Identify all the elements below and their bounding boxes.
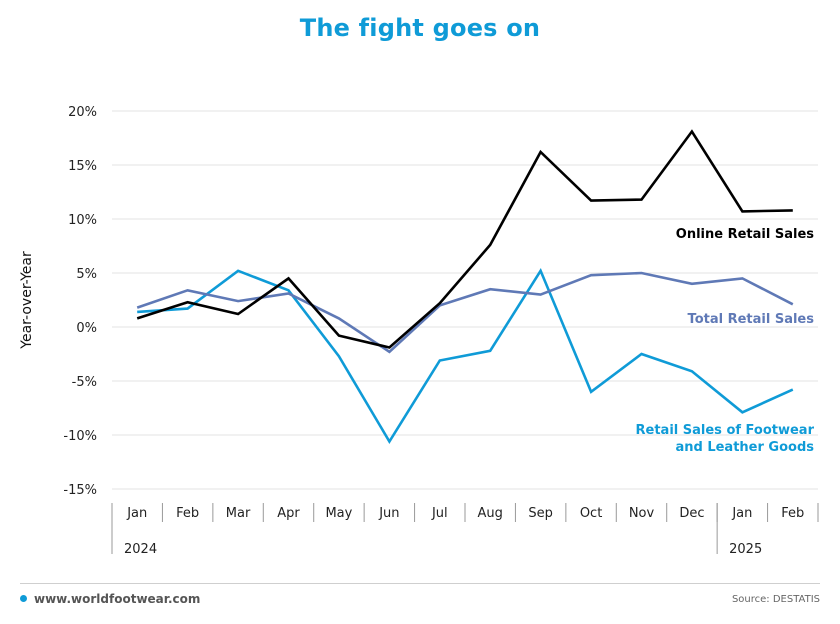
series-labels: Online Retail Sales Total Retail Sales Ret… [636, 227, 815, 455]
x-tick-label: Aug [478, 506, 503, 521]
year-label: 2025 [729, 542, 762, 557]
series-label: Retail Sales of Footwear [636, 423, 815, 438]
y-tick-label: -15% [63, 483, 97, 498]
footer-divider [20, 583, 820, 584]
x-tick-label: Apr [277, 506, 300, 521]
series-line [136, 271, 794, 354]
year-label: 2024 [124, 542, 157, 557]
series-line [136, 129, 793, 349]
series-label: and Leather Goods [675, 440, 814, 455]
series-label: Online Retail Sales [676, 227, 814, 242]
gridlines [112, 110, 818, 490]
x-tick-label: May [325, 506, 352, 521]
x-tick-label: Feb [176, 506, 199, 521]
x-tick-label: Feb [781, 506, 804, 521]
x-tick-label: Dec [679, 506, 704, 521]
y-tick-label: 20% [68, 105, 97, 120]
y-tick-label: -5% [72, 375, 97, 390]
line-chart: 20%15%10%5%0%-5%-10%-15% Year-over-Year … [19, 105, 819, 557]
footer-site[interactable]: www.worldfootwear.com [20, 592, 200, 606]
x-tick-label: Jan [731, 506, 752, 521]
series-lines [136, 129, 794, 445]
y-tick-label: -10% [63, 429, 97, 444]
footer-site-text: www.worldfootwear.com [34, 592, 201, 606]
x-tick-label: Sep [528, 506, 553, 521]
x-tick-label: Jul [431, 506, 448, 521]
footer-source: Source: DESTATIS [731, 594, 820, 605]
y-tick-label: 0% [76, 321, 97, 336]
x-tick-label: Nov [629, 506, 655, 521]
y-tick-label: 10% [68, 213, 97, 228]
y-tick-label: 5% [76, 267, 97, 282]
y-tick-label: 15% [68, 159, 97, 174]
chart-title: The fight goes on [299, 14, 541, 42]
x-axis: Jan Feb Mar Apr May Jun Jul Aug Sep Oct Nov Dec Jan F… [111, 503, 819, 557]
y-axis-label: Year-over-Year [19, 251, 35, 350]
x-tick-label: Jun [378, 506, 399, 521]
series-label: Total Retail Sales [688, 312, 815, 327]
bullet-dot-icon [20, 595, 27, 602]
x-tick-label: Jan [126, 506, 147, 521]
x-tick-label: Oct [580, 506, 602, 521]
x-tick-label: Mar [226, 506, 251, 521]
y-axis-ticks: 20% 15% 10% 5% 0% -5% -10% -15% [63, 105, 97, 498]
series-line [137, 267, 794, 445]
